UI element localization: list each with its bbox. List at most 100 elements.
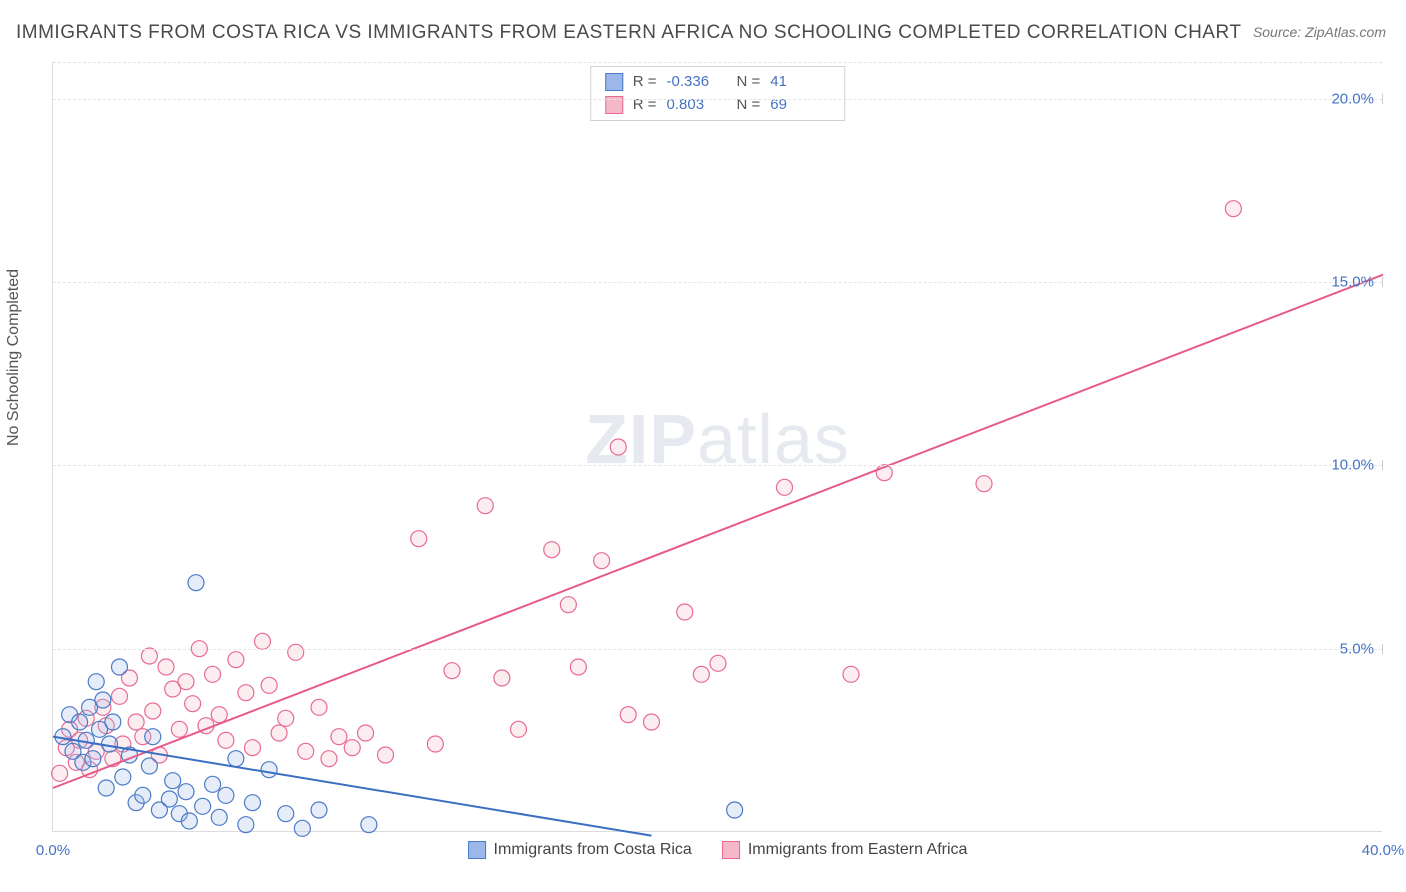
data-point: [228, 751, 244, 767]
y-axis-label: No Schooling Completed: [5, 269, 23, 446]
data-point: [511, 721, 527, 737]
data-point: [178, 674, 194, 690]
data-point: [95, 692, 111, 708]
data-point: [311, 802, 327, 818]
series2-r-value: 0.803: [667, 94, 727, 117]
n-label: N =: [737, 71, 761, 94]
data-point: [331, 729, 347, 745]
data-point: [594, 553, 610, 569]
data-point: [85, 751, 101, 767]
data-point: [145, 729, 161, 745]
data-point: [560, 597, 576, 613]
data-point: [135, 787, 151, 803]
data-point: [427, 736, 443, 752]
data-point: [843, 666, 859, 682]
data-point: [181, 813, 197, 829]
gridline: [53, 649, 1382, 650]
stats-row-1: R = -0.336 N = 41: [605, 71, 831, 94]
data-point: [245, 795, 261, 811]
y-tick-label: 5.0%: [1340, 640, 1374, 657]
data-point: [254, 633, 270, 649]
data-point: [677, 604, 693, 620]
data-point: [141, 648, 157, 664]
gridline: [53, 99, 1382, 100]
data-point: [178, 784, 194, 800]
y-tick-label: 10.0%: [1331, 457, 1374, 474]
data-point: [261, 677, 277, 693]
data-point: [228, 652, 244, 668]
stats-legend: R = -0.336 N = 41 R = 0.803 N = 69: [590, 66, 846, 121]
swatch-series2-b: [722, 841, 740, 859]
series1-n-value: 41: [770, 71, 830, 94]
data-point: [344, 740, 360, 756]
data-point: [98, 780, 114, 796]
data-point: [72, 714, 88, 730]
plot-area: ZIPatlas R = -0.336 N = 41 R = 0.803 N =…: [52, 62, 1382, 832]
data-point: [610, 439, 626, 455]
data-point: [777, 479, 793, 495]
data-point: [112, 688, 128, 704]
n-label-2: N =: [737, 94, 761, 117]
y-tick-label: 15.0%: [1331, 274, 1374, 291]
data-point: [321, 751, 337, 767]
data-point: [278, 806, 294, 822]
legend-item-1: Immigrants from Costa Rica: [468, 841, 692, 859]
data-point: [271, 725, 287, 741]
data-point: [161, 791, 177, 807]
series1-r-value: -0.336: [667, 71, 727, 94]
data-point: [171, 721, 187, 737]
data-point: [378, 747, 394, 763]
data-point: [158, 659, 174, 675]
data-point: [358, 725, 374, 741]
data-point: [644, 714, 660, 730]
data-point: [128, 714, 144, 730]
data-point: [205, 666, 221, 682]
data-point: [1225, 201, 1241, 217]
data-point: [620, 707, 636, 723]
r-label: R =: [633, 71, 657, 94]
legend-item-2: Immigrants from Eastern Africa: [722, 841, 968, 859]
data-point: [361, 817, 377, 833]
x-tick-label: 40.0%: [1362, 842, 1405, 859]
y-tick-label: 20.0%: [1331, 90, 1374, 107]
data-point: [444, 663, 460, 679]
data-point: [294, 820, 310, 836]
swatch-series1-b: [468, 841, 486, 859]
data-point: [245, 740, 261, 756]
data-point: [88, 674, 104, 690]
chart-title: IMMIGRANTS FROM COSTA RICA VS IMMIGRANTS…: [16, 22, 1241, 44]
swatch-series1: [605, 73, 623, 91]
data-point: [727, 802, 743, 818]
data-point: [477, 498, 493, 514]
data-point: [102, 736, 118, 752]
data-point: [115, 769, 131, 785]
data-point: [218, 732, 234, 748]
data-point: [693, 666, 709, 682]
data-point: [52, 765, 68, 781]
stats-row-2: R = 0.803 N = 69: [605, 94, 831, 117]
data-point: [494, 670, 510, 686]
series-legend: Immigrants from Costa Rica Immigrants fr…: [468, 841, 968, 859]
data-point: [185, 696, 201, 712]
data-point: [218, 787, 234, 803]
data-point: [141, 758, 157, 774]
series2-n-value: 69: [770, 94, 830, 117]
series1-label: Immigrants from Costa Rica: [494, 841, 692, 859]
data-point: [112, 659, 128, 675]
data-point: [145, 703, 161, 719]
data-point: [411, 531, 427, 547]
data-point: [278, 710, 294, 726]
data-point: [261, 762, 277, 778]
data-point: [544, 542, 560, 558]
x-tick-label: 0.0%: [36, 842, 70, 859]
data-point: [311, 699, 327, 715]
gridline: [53, 282, 1382, 283]
data-point: [298, 743, 314, 759]
data-point: [205, 776, 221, 792]
data-point: [976, 476, 992, 492]
data-point: [211, 809, 227, 825]
scatter-svg: [53, 62, 1382, 831]
data-point: [188, 575, 204, 591]
trendline: [53, 275, 1383, 788]
data-point: [211, 707, 227, 723]
